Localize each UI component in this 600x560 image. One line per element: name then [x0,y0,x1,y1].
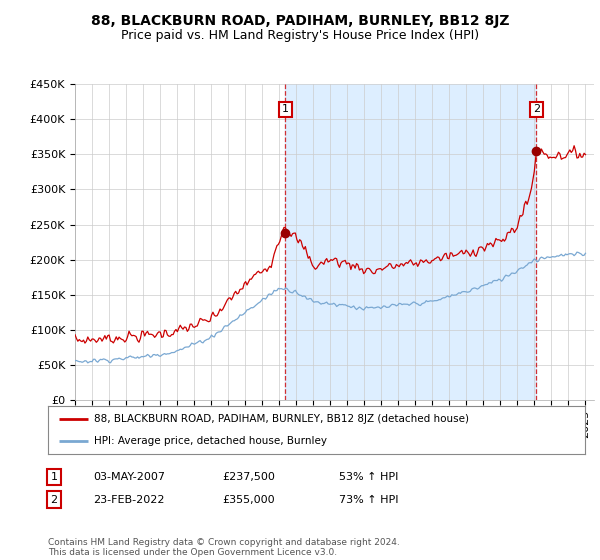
Text: 23-FEB-2022: 23-FEB-2022 [93,494,164,505]
Text: 53% ↑ HPI: 53% ↑ HPI [339,472,398,482]
Text: 2: 2 [50,494,58,505]
Text: 1: 1 [282,104,289,114]
Text: HPI: Average price, detached house, Burnley: HPI: Average price, detached house, Burn… [94,436,326,446]
Text: 88, BLACKBURN ROAD, PADIHAM, BURNLEY, BB12 8JZ (detached house): 88, BLACKBURN ROAD, PADIHAM, BURNLEY, BB… [94,414,469,424]
Text: Price paid vs. HM Land Registry's House Price Index (HPI): Price paid vs. HM Land Registry's House … [121,29,479,42]
Text: 1: 1 [50,472,58,482]
Text: 73% ↑ HPI: 73% ↑ HPI [339,494,398,505]
Text: 03-MAY-2007: 03-MAY-2007 [93,472,165,482]
Text: £237,500: £237,500 [222,472,275,482]
Text: 88, BLACKBURN ROAD, PADIHAM, BURNLEY, BB12 8JZ: 88, BLACKBURN ROAD, PADIHAM, BURNLEY, BB… [91,14,509,28]
Text: £355,000: £355,000 [222,494,275,505]
Text: 2: 2 [533,104,540,114]
Text: Contains HM Land Registry data © Crown copyright and database right 2024.
This d: Contains HM Land Registry data © Crown c… [48,538,400,557]
Bar [286,84,536,400]
